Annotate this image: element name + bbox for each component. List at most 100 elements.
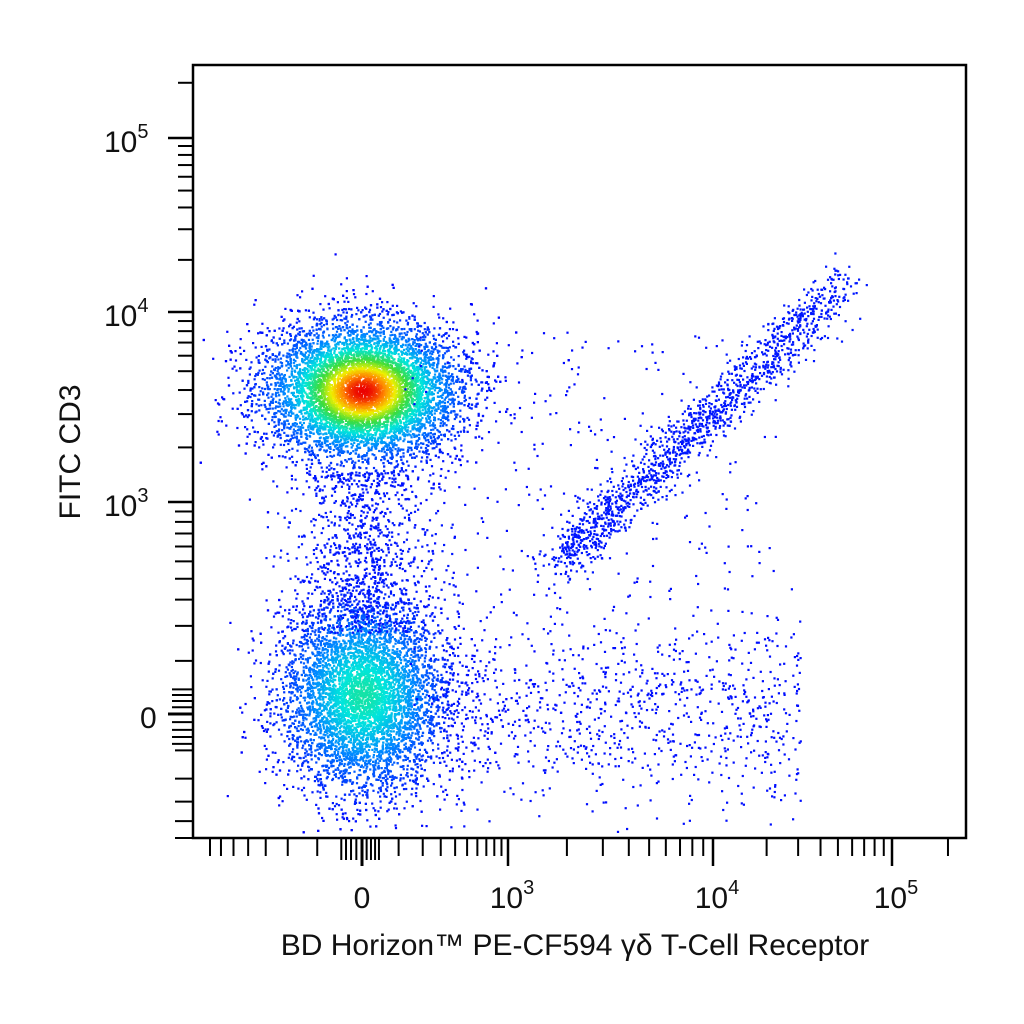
data-point bbox=[336, 341, 339, 344]
data-point bbox=[431, 366, 434, 369]
data-point bbox=[258, 361, 261, 364]
data-point bbox=[436, 386, 439, 389]
data-point bbox=[366, 332, 369, 335]
data-point bbox=[345, 426, 348, 429]
data-point bbox=[442, 354, 445, 357]
data-point bbox=[328, 399, 331, 402]
data-point bbox=[451, 461, 454, 464]
data-point bbox=[279, 384, 282, 387]
data-point bbox=[323, 342, 327, 345]
data-point bbox=[218, 403, 221, 406]
data-point bbox=[452, 402, 455, 405]
data-point bbox=[513, 417, 516, 420]
data-point bbox=[344, 368, 347, 371]
data-point bbox=[408, 343, 411, 346]
data-point bbox=[312, 329, 315, 332]
data-point bbox=[396, 450, 399, 453]
data-point bbox=[431, 352, 434, 356]
data-point bbox=[337, 441, 340, 444]
data-point bbox=[310, 356, 313, 359]
data-point bbox=[322, 324, 326, 327]
data-point bbox=[420, 446, 423, 449]
data-point bbox=[439, 425, 442, 428]
data-point bbox=[358, 474, 361, 477]
data-point bbox=[443, 352, 447, 355]
data-point bbox=[304, 334, 307, 337]
data-point bbox=[339, 464, 342, 467]
data-point bbox=[302, 408, 305, 412]
data-point bbox=[217, 419, 220, 423]
data-point bbox=[394, 375, 397, 378]
data-point bbox=[285, 450, 288, 453]
data-point bbox=[276, 381, 279, 384]
data-point bbox=[368, 326, 371, 329]
data-point bbox=[426, 400, 429, 403]
data-point bbox=[381, 425, 384, 428]
data-point bbox=[414, 416, 417, 419]
data-point bbox=[327, 421, 330, 424]
data-point bbox=[449, 307, 452, 310]
data-point bbox=[319, 351, 322, 354]
data-point bbox=[261, 387, 264, 390]
data-point bbox=[403, 327, 406, 331]
data-point bbox=[261, 439, 264, 443]
data-point bbox=[416, 445, 419, 448]
data-point bbox=[296, 294, 299, 297]
data-point bbox=[464, 368, 467, 371]
data-point bbox=[308, 486, 311, 489]
data-point bbox=[388, 375, 392, 378]
data-point bbox=[458, 387, 461, 391]
data-point bbox=[352, 450, 355, 453]
data-point bbox=[457, 395, 460, 398]
data-point bbox=[397, 341, 400, 344]
data-point bbox=[296, 432, 299, 435]
data-point bbox=[343, 343, 346, 347]
data-point bbox=[373, 390, 377, 393]
data-point bbox=[405, 406, 408, 409]
data-point bbox=[309, 422, 312, 425]
data-point bbox=[356, 415, 359, 418]
data-point bbox=[309, 466, 312, 469]
data-point bbox=[374, 332, 378, 335]
data-point bbox=[286, 369, 289, 372]
data-point bbox=[450, 427, 453, 430]
data-point bbox=[381, 301, 384, 304]
data-point bbox=[420, 442, 423, 445]
data-point bbox=[329, 375, 332, 378]
data-point bbox=[252, 426, 255, 429]
data-point bbox=[366, 452, 369, 455]
data-point bbox=[258, 386, 261, 389]
data-point bbox=[278, 374, 281, 377]
data-point bbox=[410, 446, 413, 449]
data-point bbox=[451, 328, 455, 331]
data-point bbox=[371, 314, 374, 317]
data-point bbox=[311, 380, 314, 383]
data-point bbox=[405, 348, 408, 351]
data-point bbox=[413, 328, 416, 331]
data-point bbox=[291, 383, 294, 386]
data-point bbox=[268, 404, 272, 407]
data-point bbox=[441, 400, 445, 403]
data-point bbox=[280, 412, 283, 415]
data-point bbox=[355, 410, 358, 413]
data-point bbox=[410, 436, 413, 439]
data-point bbox=[250, 393, 253, 396]
data-point bbox=[365, 467, 368, 470]
data-point bbox=[320, 466, 323, 469]
data-point bbox=[393, 442, 396, 445]
data-point bbox=[441, 357, 445, 360]
data-point bbox=[391, 382, 394, 385]
data-point bbox=[308, 316, 311, 319]
data-point bbox=[302, 330, 306, 333]
data-point bbox=[271, 419, 274, 422]
data-point bbox=[318, 402, 321, 405]
data-point bbox=[487, 353, 490, 356]
data-point bbox=[333, 349, 336, 353]
data-point bbox=[255, 373, 258, 376]
data-point bbox=[301, 330, 304, 333]
data-point bbox=[318, 318, 321, 321]
data-point bbox=[298, 327, 301, 330]
data-point bbox=[341, 501, 344, 504]
data-point bbox=[289, 364, 292, 367]
data-point bbox=[396, 321, 399, 324]
